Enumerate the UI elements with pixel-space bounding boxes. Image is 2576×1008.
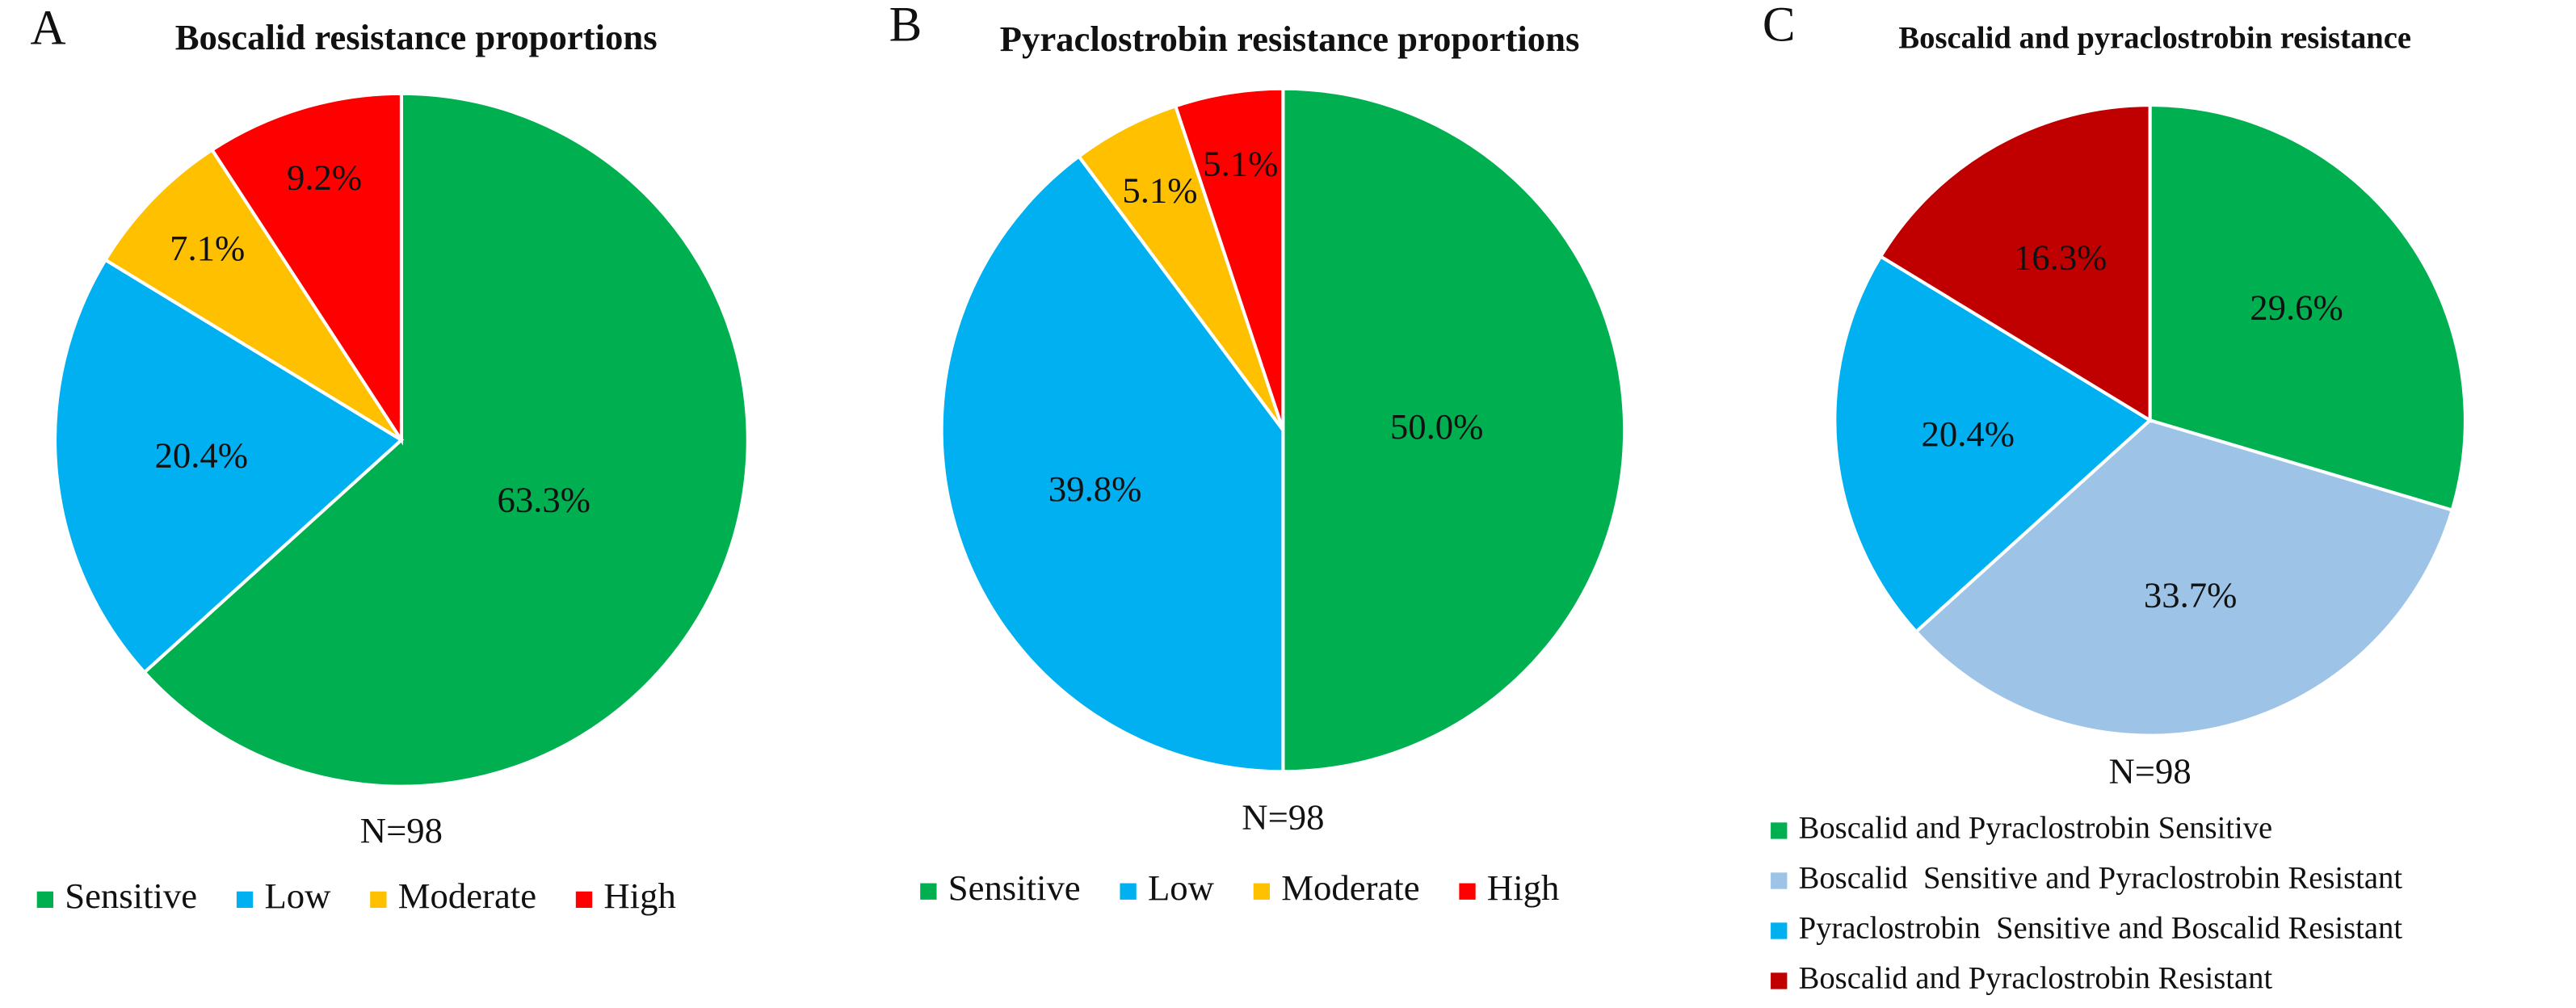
legend-marker — [575, 891, 593, 909]
legend-marker — [1771, 822, 1788, 839]
slice-label: 5.1% — [1203, 143, 1278, 183]
legend-marker — [1459, 883, 1476, 900]
slice-label: 50.0% — [1390, 406, 1483, 447]
slice-label: 39.8% — [1048, 468, 1141, 509]
legend-label: High — [1487, 867, 1559, 908]
legend-marker — [920, 883, 937, 900]
legend-marker — [1771, 872, 1788, 889]
legend-label: High — [603, 876, 675, 916]
slice-label: 9.2% — [287, 157, 362, 197]
panel-label: A — [31, 2, 66, 56]
pie-slice — [209, 91, 403, 446]
legend-marker — [1120, 883, 1137, 900]
legend-marker — [1771, 922, 1788, 939]
slice-label: 5.1% — [1122, 170, 1197, 210]
legend-marker — [1253, 883, 1271, 900]
pie-slice — [1914, 418, 2455, 737]
legend-label: Moderate — [398, 876, 536, 916]
pie-slice — [1878, 103, 2152, 423]
legend-label: Boscalid Sensitive and Pyraclostrobin Re… — [1799, 861, 2403, 895]
legend-label: Sensitive — [65, 876, 197, 916]
pie-slice — [1833, 254, 2153, 634]
sample-size: N=98 — [1242, 797, 1324, 838]
pie-slice — [939, 153, 1285, 774]
legend-label: Sensitive — [948, 867, 1081, 908]
pie-slice — [1281, 86, 1627, 774]
slice-label: 16.3% — [2014, 237, 2107, 277]
panel-label: B — [889, 0, 922, 52]
chart-title: Boscalid and pyraclostrobin resistance — [1898, 22, 2411, 56]
legend-label: Pyraclostrobin Sensitive and Boscalid Re… — [1799, 911, 2403, 945]
legend-marker — [36, 891, 54, 909]
slice-label: 20.4% — [155, 435, 248, 475]
legend-marker — [1771, 972, 1788, 989]
slice-label: 33.7% — [2144, 574, 2237, 615]
slice-label: 63.3% — [498, 479, 590, 519]
chart-title: Boscalid resistance proportions — [175, 17, 658, 57]
slice-label: 7.1% — [170, 228, 245, 268]
legend-marker — [370, 891, 387, 909]
chart-title: Pyraclostrobin resistance proportions — [1000, 19, 1580, 59]
legend-label: Boscalid and Pyraclostrobin Sensitive — [1799, 811, 2273, 845]
legend-label: Low — [1148, 867, 1215, 908]
panel-label: C — [1763, 0, 1796, 52]
pie-slice — [103, 147, 403, 442]
sample-size: N=98 — [360, 810, 443, 850]
sample-size: N=98 — [2108, 751, 2191, 792]
pie-slice — [1173, 86, 1285, 431]
pie-slice — [2148, 103, 2467, 513]
legend-label: Low — [264, 876, 331, 916]
slice-label: 20.4% — [1922, 414, 2015, 454]
legend-label: Moderate — [1281, 867, 1419, 908]
legend-label: Boscalid and Pyraclostrobin Resistant — [1799, 961, 2273, 995]
legend-marker — [236, 891, 254, 909]
pie-slice — [141, 91, 750, 788]
slice-label: 29.6% — [2250, 287, 2343, 327]
pie-slice — [53, 258, 405, 675]
